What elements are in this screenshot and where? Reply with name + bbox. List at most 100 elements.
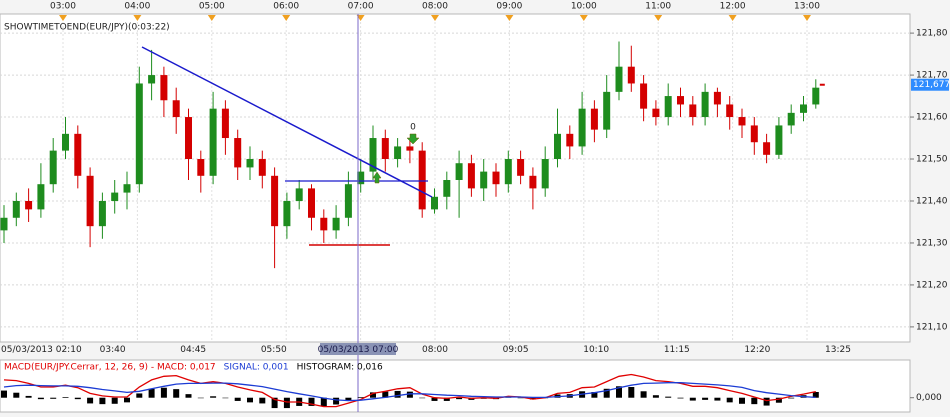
y-tick-label: 121,70 xyxy=(916,71,948,81)
time-marker xyxy=(356,15,365,21)
histogram-bar xyxy=(616,386,622,398)
candle-body xyxy=(578,108,586,147)
time-marker xyxy=(59,15,67,21)
bottom-tick-label: 12:20 xyxy=(744,345,770,355)
candle-body xyxy=(111,192,119,201)
histogram-bar xyxy=(677,397,684,399)
time-marker xyxy=(207,15,216,21)
y-tick-label: 121,30 xyxy=(916,238,948,248)
trend-line xyxy=(141,46,433,198)
histogram-bar xyxy=(788,397,795,399)
candles: 121,677 xyxy=(0,41,950,269)
candle-body xyxy=(172,100,180,118)
top-tick-label: 13:00 xyxy=(794,2,820,12)
bottom-tick-label: 05:50 xyxy=(261,345,287,355)
candle-body xyxy=(590,108,598,130)
top-tick-label: 12:00 xyxy=(720,2,746,12)
macd-indicator: 0,000 MACD(EUR/JPY.Cerrar, 12, 26, 9) - M… xyxy=(1,363,942,409)
candle-body xyxy=(554,133,561,160)
candle-body xyxy=(677,96,684,105)
histogram-bar xyxy=(111,397,118,404)
y-tick-label: 121,20 xyxy=(916,280,948,290)
candle-body xyxy=(738,117,746,126)
bottom-tick-label: 09:05 xyxy=(503,345,529,355)
candle-body xyxy=(283,200,291,227)
histogram-bar xyxy=(628,387,635,398)
candle-body xyxy=(689,104,697,118)
legend-entry: HISTOGRAM: 0,016 xyxy=(297,363,383,373)
candle-body xyxy=(664,96,672,118)
histogram-bar xyxy=(702,397,709,400)
time-marker xyxy=(579,15,588,21)
candle-body xyxy=(763,142,771,155)
histogram-bar xyxy=(640,391,647,398)
histogram-bar xyxy=(456,397,463,400)
legend-entry: MACD(EUR/JPY.Cerrar, 12, 26, 9) - MACD: … xyxy=(4,363,216,373)
candle-body xyxy=(627,66,635,84)
grid: 121,10 121,20 121,30 121,40 121,50 121,60 121,… xyxy=(0,2,948,355)
candle-body xyxy=(443,180,451,197)
time-marker xyxy=(803,15,811,21)
candle-body xyxy=(381,138,389,160)
buy-arrow xyxy=(372,171,382,184)
candle-body xyxy=(701,91,709,118)
candle-body xyxy=(492,171,500,185)
candle-body xyxy=(185,117,192,160)
candle-body xyxy=(123,184,131,193)
y-tick-label: 121,60 xyxy=(916,113,948,123)
indicator-label: SHOWTIMETOEND(EUR/JPY)(0:03:22) xyxy=(4,23,170,33)
candle-body xyxy=(148,75,156,84)
y-tick-label: 121,10 xyxy=(916,322,948,332)
candle-body xyxy=(787,112,795,126)
histogram-bar xyxy=(603,388,610,398)
histogram-bar xyxy=(333,397,340,405)
candle-body xyxy=(418,150,426,210)
histogram-bar xyxy=(259,397,266,404)
candle-body xyxy=(295,188,303,201)
histogram-bar xyxy=(87,397,94,404)
candle-body xyxy=(800,104,807,113)
candle-body xyxy=(541,159,549,189)
candle-body xyxy=(160,75,168,101)
bottom-tick-label: 04:45 xyxy=(180,345,206,355)
histogram-bar xyxy=(124,397,130,403)
candle-body xyxy=(406,146,414,151)
candle-body xyxy=(713,91,721,105)
bottom-tick-label: 03:40 xyxy=(100,345,126,355)
histogram-bar xyxy=(689,397,696,401)
histogram-bar xyxy=(382,391,389,398)
bottom-tick-label: 10:10 xyxy=(583,345,609,355)
macd-panel xyxy=(0,359,911,413)
bottom-tick-label: 11:15 xyxy=(664,345,690,355)
candle-body xyxy=(332,217,340,231)
histogram-bar xyxy=(148,388,155,398)
histogram-bar xyxy=(247,397,253,403)
histogram-bar xyxy=(370,392,376,398)
candle-body xyxy=(74,133,82,176)
histogram-bar xyxy=(234,397,241,401)
candle-body xyxy=(480,171,488,189)
candle-body xyxy=(357,171,365,185)
histogram-bar xyxy=(320,397,327,407)
time-marker xyxy=(654,15,663,21)
histogram-bar xyxy=(185,394,192,398)
histogram-bar xyxy=(431,397,438,401)
candle-body xyxy=(62,133,69,151)
candle-body xyxy=(812,87,820,105)
last-price-label: 121,677 xyxy=(913,80,950,90)
candle-body xyxy=(98,200,106,227)
histogram-bar xyxy=(13,392,20,398)
histogram-bar xyxy=(25,395,32,398)
top-tick-label: 11:00 xyxy=(645,2,671,12)
candle-body xyxy=(394,146,402,160)
histogram-bar xyxy=(812,392,819,398)
candle-body xyxy=(431,196,438,210)
histogram-bar xyxy=(37,397,44,400)
histogram-bar xyxy=(763,397,770,406)
histogram-bar xyxy=(394,390,401,398)
histogram-bar xyxy=(50,397,57,399)
histogram-bar xyxy=(1,390,7,398)
candle-body xyxy=(615,66,623,92)
histogram-bar xyxy=(751,397,758,405)
